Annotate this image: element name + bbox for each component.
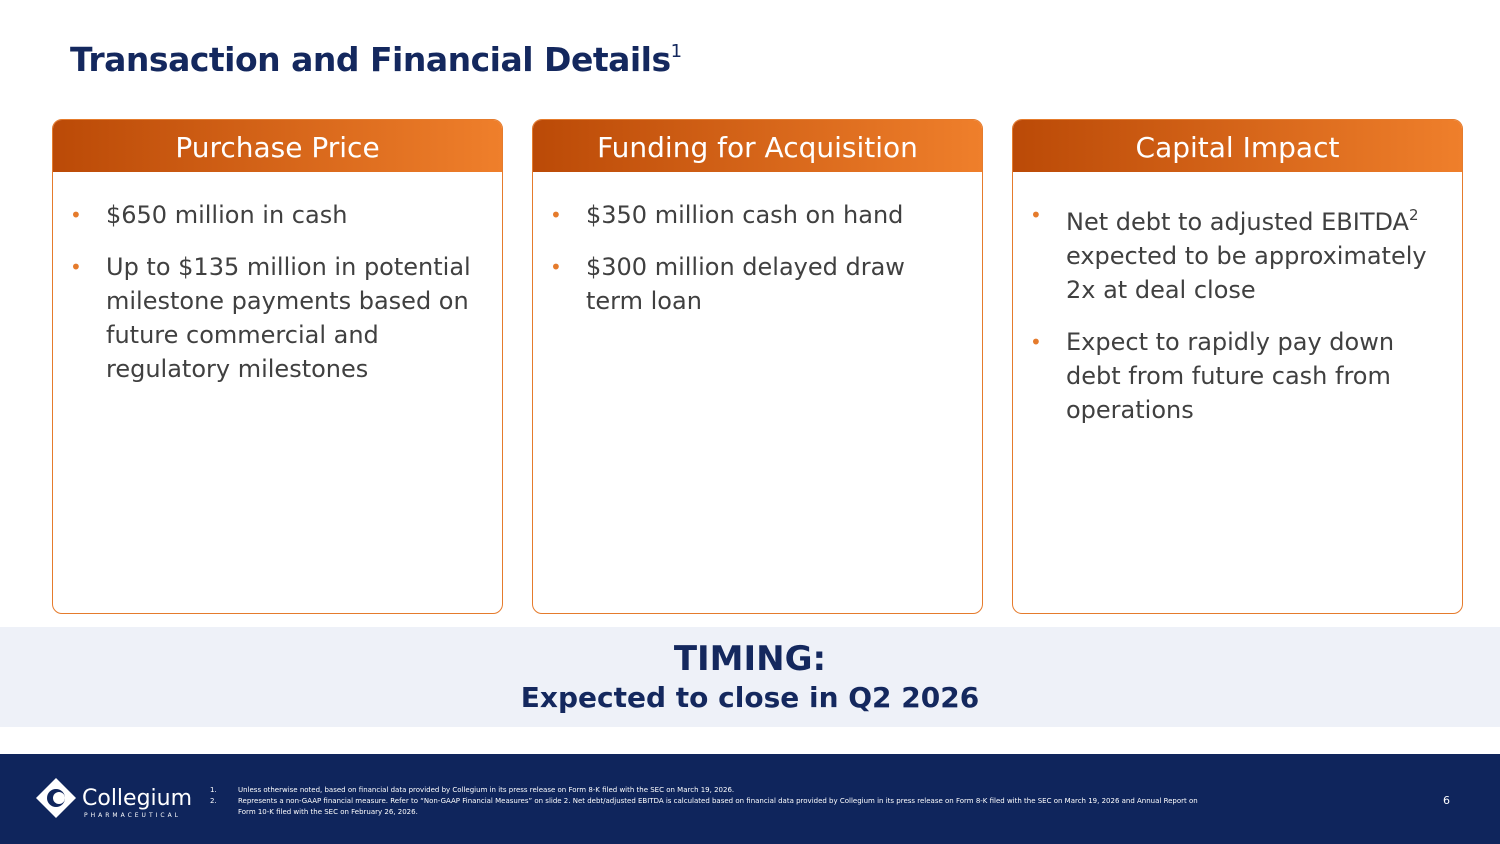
footnote-ref: 1 [670,41,682,62]
footnote-marker: 1. [210,786,217,794]
bullet: Net debt to adjusted EBITDA2 expected to… [1030,198,1444,307]
footer: Collegium PHARMACEUTICAL 1. Unless otherw… [0,754,1500,844]
timing-label: TIMING: [673,639,827,679]
page-number: 6 [1443,794,1450,807]
footnote-text: Unless otherwise noted, based on financi… [238,786,735,794]
bullet-list: $350 million cash on hand $300 million de… [533,172,982,318]
bullet-list: $650 million in cash Up to $135 million i… [53,172,502,386]
footnote-marker: 2. [210,797,217,805]
card: Capital Impact Net debt to adjusted EBITD… [1012,119,1463,614]
timing-band: TIMING: Expected to close in Q2 2026 [0,627,1500,727]
logo-name: Collegium [82,785,193,811]
card-title: Capital Impact [1013,120,1462,172]
bullet: Expect to rapidly pay down debt from fut… [1030,325,1444,427]
footnote-text: Represents a non-GAAP financial measure.… [238,797,1198,816]
timing-text: Expected to close in Q2 2026 [520,681,980,714]
bullet-text: Up to $135 million in potential mileston… [106,253,471,383]
footnote: 2. Represents a non-GAAP financial measur… [210,796,1200,818]
bullet-text: Net debt to adjusted EBITDA [1066,208,1409,236]
bullet-text: expected to be approximately 2x at deal … [1066,242,1427,304]
footnotes: 1. Unless otherwise noted, based on finan… [210,785,1200,818]
bullet-text: $350 million cash on hand [586,201,904,229]
footnote: 1. Unless otherwise noted, based on finan… [210,785,1200,796]
card: Purchase Price $650 million in cash Up to … [52,119,503,614]
bullet-text: $300 million delayed draw term loan [586,253,905,315]
card-title: Funding for Acquisition [533,120,982,172]
bullet: $650 million in cash [70,198,484,232]
slide-title: Transaction and Financial Details1 [70,40,682,79]
bullet: Up to $135 million in potential mileston… [70,250,484,386]
card: Funding for Acquisition$350 million cash… [532,119,983,614]
bullet: $350 million cash on hand [550,198,964,232]
logo-sub: PHARMACEUTICAL [84,812,182,819]
logo-mark [36,778,76,818]
logo: Collegium PHARMACEUTICAL [34,776,192,820]
bullet-text: Expect to rapidly pay down debt from fut… [1066,328,1395,424]
title-text: Transaction and Financial Details [70,40,671,79]
footnote-ref: 2 [1408,206,1419,224]
bullet-text: $650 million in cash [106,201,348,229]
bullet: $300 million delayed draw term loan [550,250,964,318]
bullet-list: Net debt to adjusted EBITDA2 expected to… [1013,172,1462,427]
card-title: Purchase Price [53,120,502,172]
